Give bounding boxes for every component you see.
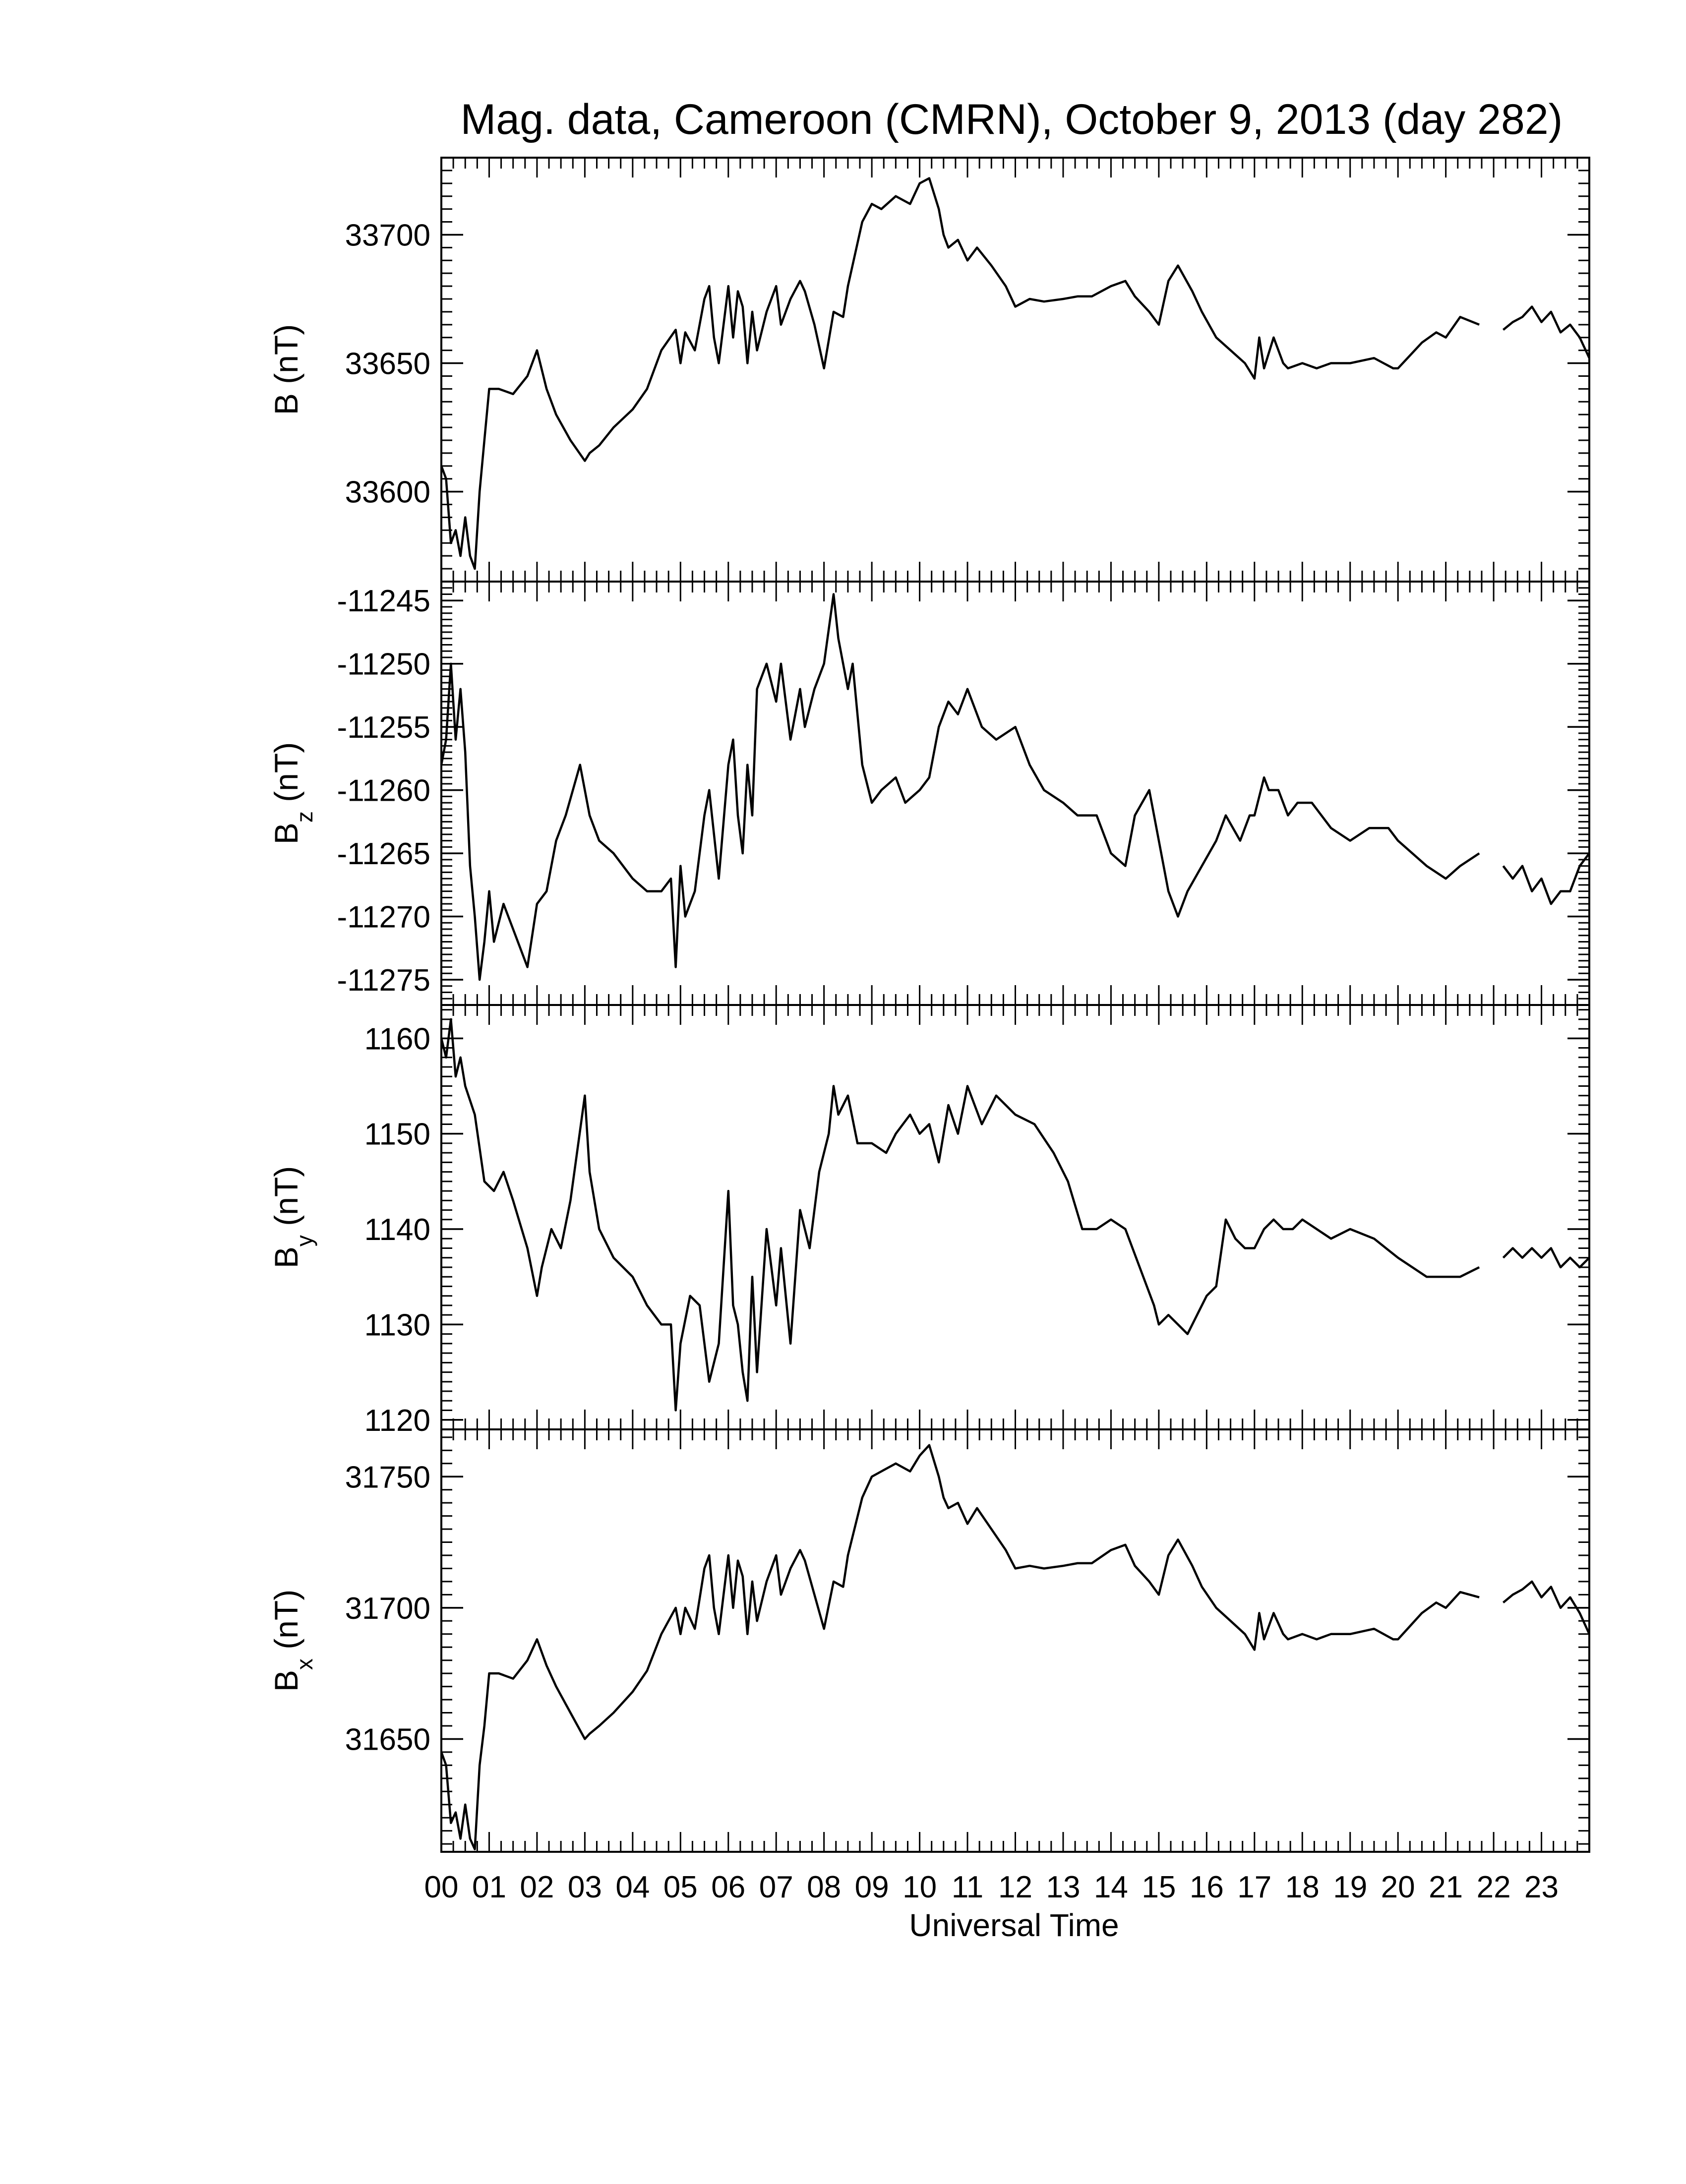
- y-axis-label-by: By (nT): [268, 1166, 317, 1268]
- x-tick-label: 17: [1237, 1870, 1271, 1904]
- panel-b: 33600 33650 33700 B (nT): [268, 157, 1591, 583]
- panel-frame-bz: [440, 581, 1590, 1006]
- y-tick-label: 33600: [345, 475, 430, 510]
- y-axis-label-bx: Bx (nT): [268, 1590, 317, 1692]
- y-tick-label: 31750: [345, 1460, 430, 1494]
- data-line-bz-seg1: [440, 593, 1480, 981]
- y-axis-label-bz: Bz (nT): [268, 742, 317, 844]
- x-tick-label: 09: [855, 1870, 889, 1904]
- y-tick-label: -11265: [337, 837, 430, 871]
- y-tick-label: -11270: [337, 900, 430, 935]
- data-line-by-seg1: [440, 1018, 1480, 1412]
- x-tick-label: 07: [759, 1870, 793, 1904]
- y-tick-label: 33650: [345, 347, 430, 381]
- x-axis-title: Universal Time: [909, 1907, 1119, 1943]
- chart-title: Mag. data, Cameroon (CMRN), October 9, 2…: [461, 96, 1563, 143]
- panel-by: 1120 1130 1140 1150 1160 By (nT): [268, 1004, 1590, 1438]
- y-tick-label: 33700: [345, 218, 430, 252]
- y-tick-label: -11250: [337, 648, 430, 682]
- x-tick-label: 03: [568, 1870, 602, 1904]
- panel-bx: 31650 31700 31750 Bx (nT): [268, 1428, 1591, 1853]
- y-tick-label: 1120: [364, 1404, 430, 1438]
- x-tick-label: 15: [1142, 1870, 1176, 1904]
- y-tick-label: 1160: [364, 1022, 430, 1056]
- panel-frame-bx: [440, 1428, 1590, 1853]
- panel-bz: -11245 -11250 -11255 -11260 -11265 -11270 -112…: [268, 581, 1590, 1006]
- panel-frame-by: [440, 1004, 1590, 1430]
- x-tick-label: 05: [663, 1870, 698, 1904]
- y-tick-label: -11245: [337, 584, 430, 618]
- x-tick-label: 11: [952, 1870, 983, 1904]
- x-tick-label: 01: [472, 1870, 506, 1904]
- data-line-by-seg2: [1502, 1247, 1590, 1269]
- x-tick-label: 06: [711, 1870, 745, 1904]
- y-tick-label: 1150: [364, 1118, 430, 1152]
- x-tick-label: 02: [520, 1870, 554, 1904]
- x-tick-label: 20: [1381, 1870, 1415, 1904]
- x-tick-label: 21: [1429, 1870, 1463, 1904]
- x-tick-label: 08: [807, 1870, 841, 1904]
- x-tick-label: 18: [1285, 1870, 1320, 1904]
- x-tick-label: 19: [1333, 1870, 1367, 1904]
- x-tick-label: 16: [1190, 1870, 1224, 1904]
- x-tick-label: 00: [424, 1870, 459, 1904]
- data-line-b-seg2: [1502, 305, 1591, 359]
- data-line-bx-seg1: [440, 1444, 1480, 1850]
- x-tick-label: 22: [1477, 1870, 1511, 1904]
- data-line-b-seg1: [440, 177, 1480, 570]
- panel-frame-b: [440, 157, 1590, 583]
- x-tick-label: 23: [1524, 1870, 1559, 1904]
- x-tick-label: 12: [998, 1870, 1032, 1904]
- y-tick-label: -11275: [337, 963, 430, 998]
- y-tick-label: -11260: [337, 774, 430, 808]
- y-axis-label-b: B (nT): [268, 324, 304, 415]
- data-line-bz-seg2: [1502, 852, 1590, 905]
- x-tick-label: 14: [1094, 1870, 1128, 1904]
- y-tick-label: -11255: [337, 710, 430, 745]
- y-tick-label: 1140: [364, 1213, 430, 1247]
- x-axis: 00 01 02 03 04 05 06 07 08 09 10 11 12 13 14 15 16 17 18 19…: [424, 1870, 1559, 1904]
- x-tick-label: 04: [615, 1870, 650, 1904]
- data-line-bx-seg2: [1502, 1580, 1591, 1635]
- x-tick-label: 10: [903, 1870, 937, 1904]
- y-tick-label: 31650: [345, 1722, 430, 1757]
- y-tick-label: 31700: [345, 1592, 430, 1626]
- x-tick-label: 13: [1046, 1870, 1080, 1904]
- y-tick-label: 1130: [364, 1308, 430, 1342]
